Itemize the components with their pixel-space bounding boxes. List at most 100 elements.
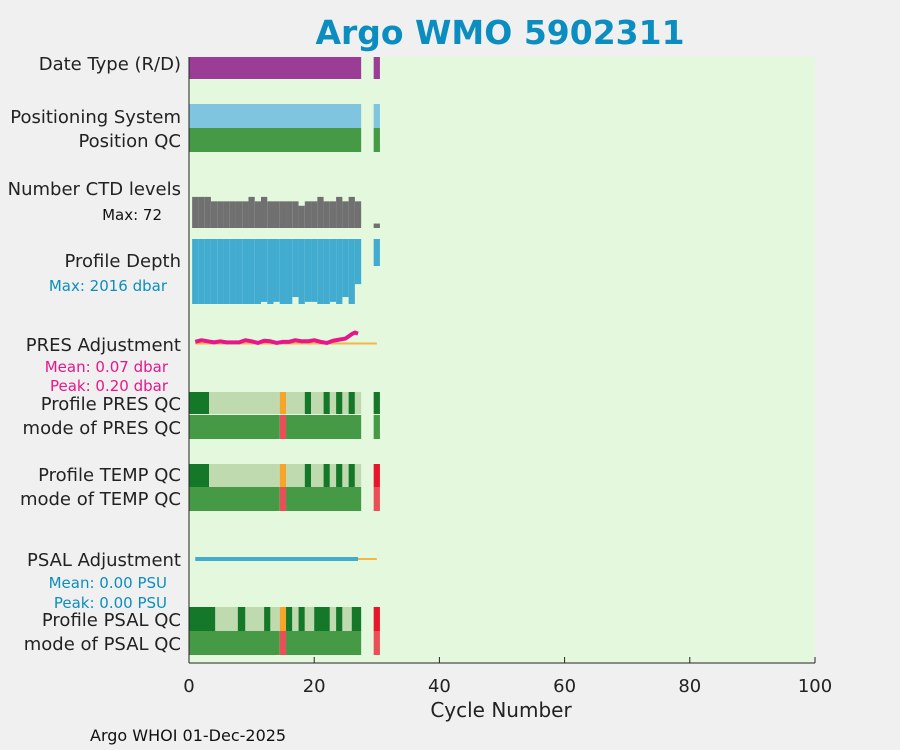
profile-psal-qc-bar-8: [292, 607, 299, 631]
chart-title: Argo WMO 5902311: [315, 13, 684, 52]
ctd-levels-bar-14: [279, 201, 287, 228]
profile-pres-qc-bar-9: [342, 392, 349, 414]
label-positioning-system: Positioning System: [10, 107, 181, 128]
plot-area: [189, 57, 815, 663]
ctd-levels-bar-15: [286, 201, 293, 228]
profile-depth-bar-8: [242, 239, 249, 304]
annotation-pres-peak: Peak: 0.20 dbar: [50, 377, 169, 395]
profile-depth-bar-18: [304, 239, 312, 302]
profile-psal-qc-bar-7: [286, 607, 293, 631]
label-profile-temp-qc: Profile TEMP QC: [38, 465, 181, 486]
profile-psal-qc-bar-6: [279, 607, 287, 631]
ctd-levels-bar-18: [304, 201, 312, 228]
profile-pres-qc-bar-8: [336, 392, 343, 414]
profile-temp-qc-bar-1: [209, 464, 280, 487]
x-tick-label-4: 80: [678, 676, 701, 697]
mode-pres-qc-bar-0: [189, 415, 280, 439]
profile-depth-bar-15: [286, 239, 293, 304]
profile-pres-qc-bar-7: [329, 392, 337, 414]
ctd-levels-bar-0: [192, 196, 199, 228]
profile-depth-bar-6: [229, 239, 236, 304]
profile-psal-qc-bar-1: [215, 607, 238, 631]
profile-psal-qc-bar-3: [245, 607, 265, 631]
profile-temp-qc-bar-12: [373, 464, 380, 487]
ctd-levels-bar-22: [329, 201, 337, 228]
mode-pres-qc-bar-1: [279, 415, 287, 439]
profile-depth-bar-2: [204, 239, 211, 304]
profile-temp-qc-bar-10: [348, 464, 355, 487]
ctd-levels-bar-21: [323, 201, 330, 228]
ctd-levels-bar-5: [223, 201, 230, 228]
profile-temp-qc-bar-2: [279, 464, 287, 487]
ctd-levels-bar-25: [348, 196, 355, 228]
profile-depth-bar-23: [336, 239, 343, 304]
ctd-levels-bar-27: [373, 223, 380, 228]
profile-pres-qc-bar-4: [304, 392, 312, 414]
ctd-levels-bar-23: [336, 196, 343, 228]
profile-depth-bar-10: [254, 239, 261, 304]
profile-depth-bar-1: [198, 239, 205, 304]
mode-temp-qc-bar-2: [286, 487, 362, 511]
x-tick-label-3: 60: [553, 676, 576, 697]
profile-depth-bar-9: [248, 239, 255, 304]
profile-psal-qc-bar-16: [373, 607, 380, 631]
profile-pres-qc-bar-6: [323, 392, 330, 414]
pres-adjustment-line: [194, 330, 359, 345]
profile-temp-qc-bar-7: [329, 464, 337, 487]
x-tick-label-2: 40: [428, 676, 451, 697]
profile-psal-qc-bar-0: [189, 607, 216, 631]
mode-psal-qc-bar-1: [279, 631, 287, 655]
profile-temp-qc-bar-4: [304, 464, 312, 487]
profile-pres-qc-bar-0: [189, 392, 210, 414]
profile-depth-bar-25: [348, 239, 355, 304]
profile-depth-bar-26: [354, 239, 362, 285]
label-number-ctd-levels: Number CTD levels: [8, 179, 181, 200]
data-type-bar-1: [373, 57, 380, 79]
x-tick-label-5: 100: [798, 676, 832, 697]
ctd-levels-bar-12: [267, 201, 274, 228]
profile-temp-qc-bar-9: [342, 464, 349, 487]
profile-psal-qc-bar-13: [336, 607, 343, 631]
ctd-levels-bar-9: [248, 196, 255, 228]
mode-psal-qc-bar-3: [373, 631, 380, 655]
annotation-pres-mean: Mean: 0.07 dbar: [45, 358, 169, 376]
profile-pres-qc-bar-1: [209, 392, 280, 414]
x-tick-label-0: 0: [183, 676, 194, 697]
profile-depth-bar-4: [217, 239, 224, 304]
position-qc-bar-0: [189, 128, 362, 152]
mode-pres-qc-bar-3: [373, 415, 380, 439]
chart-marks: [189, 57, 380, 655]
profile-psal-qc-bar-5: [270, 607, 280, 631]
data-type-bar-0: [189, 57, 362, 79]
profile-depth-bar-27: [373, 239, 380, 266]
positioning-bar-0: [189, 104, 362, 128]
profile-psal-qc-bar-15: [351, 607, 362, 631]
x-axis-ticks: 0 20 40 60 80 100: [183, 657, 832, 697]
ctd-levels-bar-19: [311, 201, 318, 228]
profile-depth-bar-20: [317, 239, 324, 304]
profile-pres-qc-bar-11: [354, 392, 362, 414]
profile-temp-qc-bar-8: [336, 464, 343, 487]
profile-psal-qc-bar-2: [237, 607, 246, 631]
profile-depth-bar-16: [292, 239, 299, 298]
profile-depth-bar-24: [342, 239, 349, 298]
profile-depth-bar-3: [210, 239, 218, 304]
profile-temp-qc-bar-3: [286, 464, 305, 487]
ctd-levels-bar-6: [229, 201, 236, 228]
ctd-levels-bar-16: [292, 201, 299, 228]
annotation-psal-mean: Mean: 0.00 PSU: [49, 574, 167, 592]
label-profile-psal-qc: Profile PSAL QC: [42, 610, 181, 631]
mode-psal-qc-bar-2: [286, 631, 362, 655]
profile-depth-bar-0: [192, 239, 199, 304]
ctd-levels-bar-8: [242, 201, 249, 228]
profile-temp-qc-bar-0: [189, 464, 210, 487]
label-mode-temp-qc: mode of TEMP QC: [20, 489, 181, 510]
ctd-levels-bar-7: [235, 201, 243, 228]
ctd-levels-bar-13: [273, 201, 280, 228]
ctd-levels-bar-17: [298, 205, 305, 228]
label-mode-psal-qc: mode of PSAL QC: [24, 634, 181, 655]
ctd-levels-bar-4: [217, 201, 224, 228]
profile-depth-bar-7: [235, 239, 243, 304]
profile-pres-qc-bar-10: [348, 392, 355, 414]
profile-psal-qc-bar-14: [342, 607, 352, 631]
